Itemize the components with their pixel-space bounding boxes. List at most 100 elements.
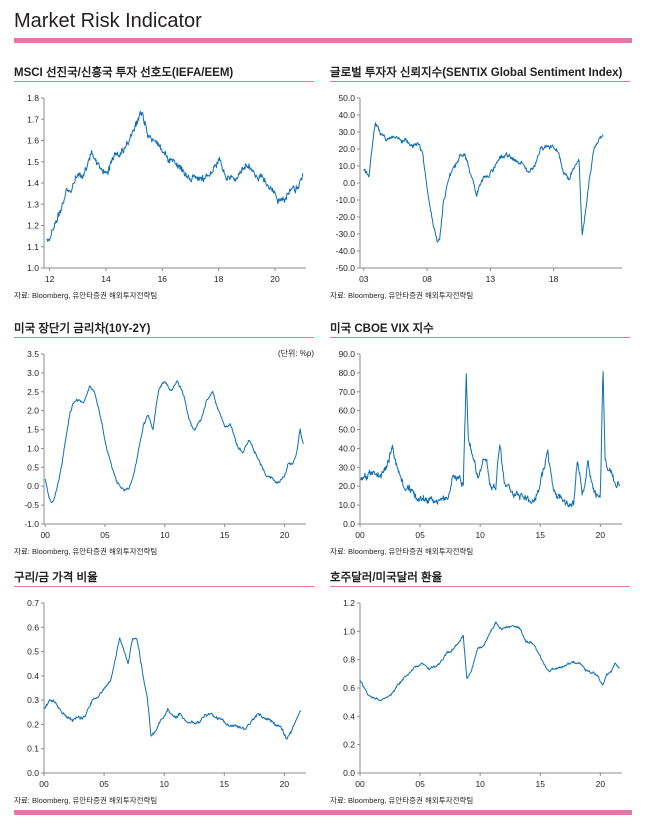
source-note: 자료: Bloomberg, 유안타증권 해외투자전략팀 — [330, 291, 474, 300]
y-tick-label: 60.0 — [338, 406, 355, 416]
y-tick-label: 0.5 — [27, 462, 39, 472]
x-tick-label: 05 — [415, 779, 425, 789]
x-tick-label: 15 — [536, 530, 546, 540]
x-tick-label: 00 — [40, 530, 50, 540]
y-tick-label: 1.6 — [27, 136, 39, 146]
series-line — [44, 380, 304, 504]
source-note: 자료: Bloomberg, 유안타증권 해외투자전략팀 — [14, 796, 158, 805]
x-tick-label: 05 — [415, 530, 425, 540]
y-tick-label: 80.0 — [338, 368, 355, 378]
y-tick-label: 30.0 — [338, 127, 355, 137]
chart-title-rule — [14, 337, 314, 338]
y-tick-label: -20.0 — [336, 212, 356, 222]
y-tick-label: 30.0 — [338, 462, 355, 472]
y-tick-label: 90.0 — [338, 349, 355, 359]
x-tick-label: 05 — [100, 530, 110, 540]
y-tick-label: 1.2 — [27, 221, 39, 231]
y-tick-label: 0.0 — [343, 178, 355, 188]
panel-vix: 미국 CBOE VIX 지수 0.0 10.0 20.0 30.0 40.0 50.0 60… — [330, 320, 630, 560]
x-tick-label: 20 — [280, 530, 290, 540]
source-note: 자료: Bloomberg, 유안타증권 해외투자전략팀 — [330, 547, 474, 556]
x-tick-label: 00 — [355, 779, 365, 789]
y-tick-label: 20.0 — [338, 481, 355, 491]
y-tick-label: 70.0 — [338, 387, 355, 397]
chart-title: 미국 CBOE VIX 지수 — [330, 323, 434, 335]
x-tick-label: 10 — [160, 530, 170, 540]
source-note: 자료: Bloomberg, 유안타증권 해외투자전략팀 — [14, 547, 158, 556]
y-tick-label: -0.5 — [24, 500, 39, 510]
x-tick-label: 00 — [39, 779, 49, 789]
chart-copper: 0.0 0.1 0.2 0.3 0.4 0.5 0.6 0.7 00 05 10 15 20 — [27, 598, 306, 789]
series-line — [360, 371, 621, 508]
y-tick-label: 10.0 — [338, 161, 355, 171]
y-tick-label: 0.5 — [27, 647, 39, 657]
y-tick-label: 10.0 — [338, 500, 355, 510]
chart-title: 글로벌 투자자 신뢰지수(SENTIX Global Sentiment Ind… — [330, 67, 623, 79]
y-tick-label: -10.0 — [336, 195, 356, 205]
y-tick-label: 1.3 — [27, 199, 39, 209]
y-tick-label: 0.7 — [27, 598, 39, 608]
panel-spread: 미국 장단기 금리차(10Y-2Y) (단위: %p) -1.0 -0.5 0.0 0… — [14, 320, 314, 560]
panel-copper: 구리/금 가격 비율 0.0 0.1 0.2 0.3 0.4 0.5 0.6 0.7 00 05 1… — [14, 569, 314, 809]
x-tick-label: 15 — [220, 530, 230, 540]
y-tick-label: 1.8 — [27, 93, 39, 103]
panel-sentix: 글로벌 투자자 신뢰지수(SENTIX Global Sentiment Ind… — [330, 64, 630, 304]
y-tick-label: 0.2 — [27, 719, 39, 729]
chart-title: 호주달러/미국달러 환율 — [330, 572, 443, 584]
y-tick-label: 0.0 — [27, 768, 39, 778]
y-tick-label: -40.0 — [336, 246, 356, 256]
y-tick-label: 0.0 — [343, 519, 355, 529]
y-tick-label: 1.5 — [27, 425, 39, 435]
y-tick-label: 1.4 — [27, 178, 39, 188]
y-tick-label: 0.2 — [343, 740, 355, 750]
series-line — [363, 122, 604, 243]
y-tick-label: 2.0 — [27, 406, 39, 416]
x-tick-label: 13 — [486, 274, 496, 284]
chart-title-rule — [330, 81, 630, 82]
chart-title: MSCI 선진국/신흥국 투자 선호도(IEFA/EEM) — [14, 67, 234, 79]
y-tick-label: 0.6 — [27, 622, 39, 632]
source-note: 자료: Bloomberg, 유안타증권 해외투자전략팀 — [14, 291, 158, 300]
y-tick-label: 1.7 — [27, 114, 39, 124]
y-tick-label: 2.5 — [27, 387, 39, 397]
y-tick-label: 3.0 — [27, 368, 39, 378]
unit-label: (단위: %p) — [277, 349, 314, 358]
y-tick-label: 1.1 — [27, 242, 39, 252]
y-tick-label: 50.0 — [338, 425, 355, 435]
header-rule — [14, 38, 632, 43]
x-tick-label: 20 — [280, 779, 290, 789]
y-tick-label: 0.4 — [27, 671, 39, 681]
y-tick-label: 1.0 — [343, 626, 355, 636]
series-line — [43, 637, 302, 740]
x-tick-label: 16 — [158, 274, 168, 284]
y-tick-label: 1.2 — [343, 598, 355, 608]
x-tick-label: 18 — [214, 274, 224, 284]
chart-title: 미국 장단기 금리차(10Y-2Y) — [14, 323, 151, 335]
x-tick-label: 08 — [422, 274, 432, 284]
series-line — [46, 110, 304, 242]
chart-title-rule — [14, 81, 314, 82]
y-tick-label: -1.0 — [24, 519, 39, 529]
y-tick-label: 1.0 — [27, 443, 39, 453]
y-tick-label: 1.0 — [27, 263, 39, 273]
x-tick-label: 18 — [549, 274, 559, 284]
x-tick-label: 10 — [475, 530, 485, 540]
y-tick-label: 3.5 — [27, 349, 39, 359]
chart-title-rule — [14, 586, 314, 587]
footer-rule — [14, 810, 632, 815]
chart-vix: 0.0 10.0 20.0 30.0 40.0 50.0 60.0 70.0 80.0 90.0 0… — [338, 349, 622, 540]
y-tick-label: 0.4 — [343, 711, 355, 721]
chart-sentix: -50.0 -40.0 -30.0 -20.0 -10.0 0.0 10.0 20.0 30.0… — [336, 93, 622, 284]
x-tick-label: 03 — [359, 274, 369, 284]
y-tick-label: 20.0 — [338, 144, 355, 154]
page-title: Market Risk Indicator — [14, 10, 202, 32]
y-tick-label: 40.0 — [338, 443, 355, 453]
chart-spread: -1.0 -0.5 0.0 0.5 1.0 1.5 2.0 2.5 3.0 3.5 00 05 10 15… — [24, 349, 306, 540]
x-tick-label: 20 — [270, 274, 280, 284]
y-tick-label: -50.0 — [336, 263, 356, 273]
chart-title: 구리/금 가격 비율 — [14, 572, 98, 584]
y-tick-label: 0.1 — [27, 744, 39, 754]
chart-title-rule — [330, 337, 630, 338]
y-tick-label: 1.5 — [27, 157, 39, 167]
x-tick-label: 10 — [475, 779, 485, 789]
